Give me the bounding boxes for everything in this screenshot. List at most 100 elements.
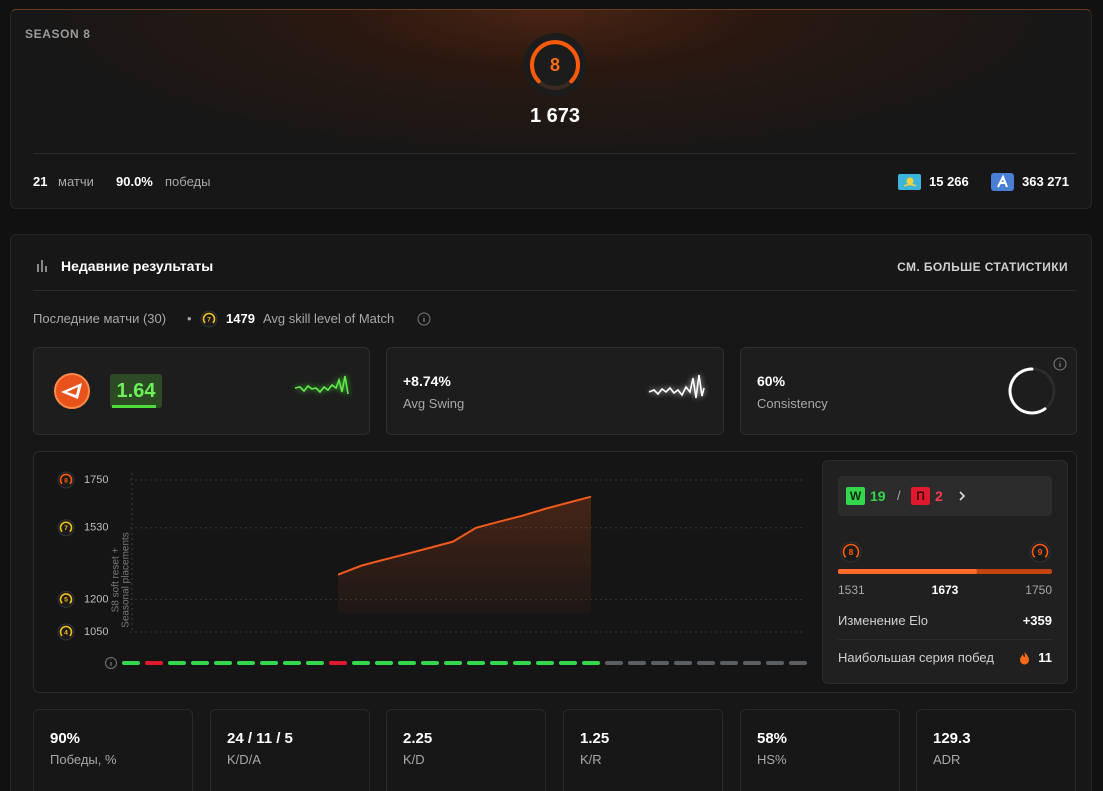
stat-label: HS%	[757, 752, 787, 767]
stat-card	[740, 709, 900, 791]
stat-label: Победы, %	[50, 752, 117, 767]
badge-arc	[202, 312, 216, 324]
sparkline	[294, 375, 349, 395]
level-badge: 8	[840, 541, 862, 563]
flag-sun	[906, 177, 914, 185]
stat-label: K/D	[403, 752, 425, 767]
more-stats-link[interactable]: СМ. БОЛЬШЕ СТАТИСТИКИ	[897, 260, 1068, 274]
last-matches: Последние матчи (30)	[33, 311, 167, 326]
country-rank: 15 266	[929, 174, 969, 189]
rating-icon	[54, 373, 90, 409]
consistency-ring	[1008, 367, 1056, 415]
highlight-card	[740, 347, 1077, 435]
info-icon[interactable]	[417, 312, 431, 326]
season-label: SEASON 8	[25, 27, 91, 41]
stat-card	[210, 709, 370, 791]
stat-label: K/D/A	[227, 752, 261, 767]
badge-arc	[1031, 543, 1049, 558]
world-icon	[991, 173, 1014, 191]
badge-number: 8	[64, 477, 68, 484]
separator: •	[187, 311, 192, 326]
win-rate: 90.0%	[116, 174, 153, 189]
win-letter: W	[846, 487, 865, 505]
matches: 21	[33, 174, 48, 189]
elo-progress	[838, 569, 1052, 574]
icon-bar	[37, 264, 39, 272]
stat-value: 2.25	[403, 730, 433, 747]
elo-line	[337, 495, 592, 576]
stat-label: ADR	[933, 752, 961, 767]
stat-value: 24 / 11 / 5	[227, 730, 293, 747]
level-number: 8	[550, 55, 560, 75]
y-tick-label: 1530	[84, 522, 108, 534]
sparkline-path	[294, 375, 349, 395]
consistency-label: Consistency	[757, 396, 828, 411]
loss-letter: П	[911, 487, 930, 505]
badge-number: 9	[1038, 547, 1043, 557]
elo-to: 1750	[1025, 583, 1052, 597]
flame-path	[1020, 652, 1029, 665]
stat-card	[563, 709, 723, 791]
badge-number: 8	[849, 547, 854, 557]
info-circle	[105, 657, 117, 669]
elo-change-label: Изменение Elo	[838, 613, 928, 628]
elo-change: +359	[1022, 613, 1052, 628]
icon-glyph	[67, 387, 78, 395]
elo-area	[338, 496, 591, 613]
badge-number: 4	[64, 629, 68, 636]
elo-from: 1531	[838, 583, 865, 597]
stat-value: 90%	[50, 730, 81, 747]
badge-number: 7	[64, 525, 68, 532]
stat-value: 129.3	[933, 730, 971, 747]
reset-note: Seasonal placements	[121, 532, 132, 628]
sparkline	[648, 374, 705, 399]
badge-arc	[59, 593, 73, 604]
level-badge: 9	[1029, 541, 1051, 563]
avg-elo: 1479	[226, 311, 255, 326]
badge-arc	[59, 473, 73, 485]
reset-note: S8 soft reset +	[111, 547, 122, 612]
divider	[33, 153, 1076, 154]
y-tick-label: 1050	[84, 626, 108, 638]
streak: 11	[1038, 650, 1052, 665]
icon-bar	[41, 260, 43, 272]
badge-number: 7	[207, 316, 211, 323]
consistency-value: 60%	[757, 373, 786, 389]
stat-value: 1.25	[580, 730, 610, 747]
badge-arc	[530, 40, 580, 84]
world-glyph	[997, 174, 1008, 188]
y-tick-label: 1750	[84, 474, 108, 486]
icon-bar	[45, 266, 47, 272]
badge-arc	[59, 625, 73, 637]
rating-underline	[112, 405, 156, 408]
country-flag	[898, 174, 921, 190]
badge-number: 5	[64, 597, 68, 604]
rating-value: 1.64	[116, 380, 156, 402]
matches-label: матчи	[58, 174, 94, 189]
chevron	[959, 491, 966, 501]
rating-box	[110, 374, 162, 408]
flag-eagle	[903, 183, 917, 187]
divider	[33, 290, 1076, 291]
elo-current: 1673	[931, 583, 959, 597]
ring-arc	[1008, 367, 1047, 415]
flame-icon	[1020, 652, 1029, 665]
wins: 19	[870, 488, 886, 504]
sparkline-path	[648, 374, 705, 399]
stat-card	[916, 709, 1076, 791]
win-loss-box[interactable]	[838, 476, 1052, 516]
world-rank: 363 271	[1022, 174, 1069, 189]
progress-fill	[838, 569, 977, 574]
badge-arc	[842, 543, 860, 558]
streak-label: Наибольшая серия побед	[838, 650, 994, 665]
swing-value: +8.74%	[403, 373, 451, 389]
info-circle	[417, 312, 431, 326]
avg-level-badge: 7	[200, 310, 218, 328]
y-tick-label: 1200	[84, 593, 108, 605]
info-icon[interactable]	[1053, 357, 1067, 371]
badge-arc	[59, 521, 73, 533]
stats-icon	[37, 260, 47, 272]
stat-value: 58%	[757, 730, 788, 747]
slash: /	[897, 488, 901, 503]
